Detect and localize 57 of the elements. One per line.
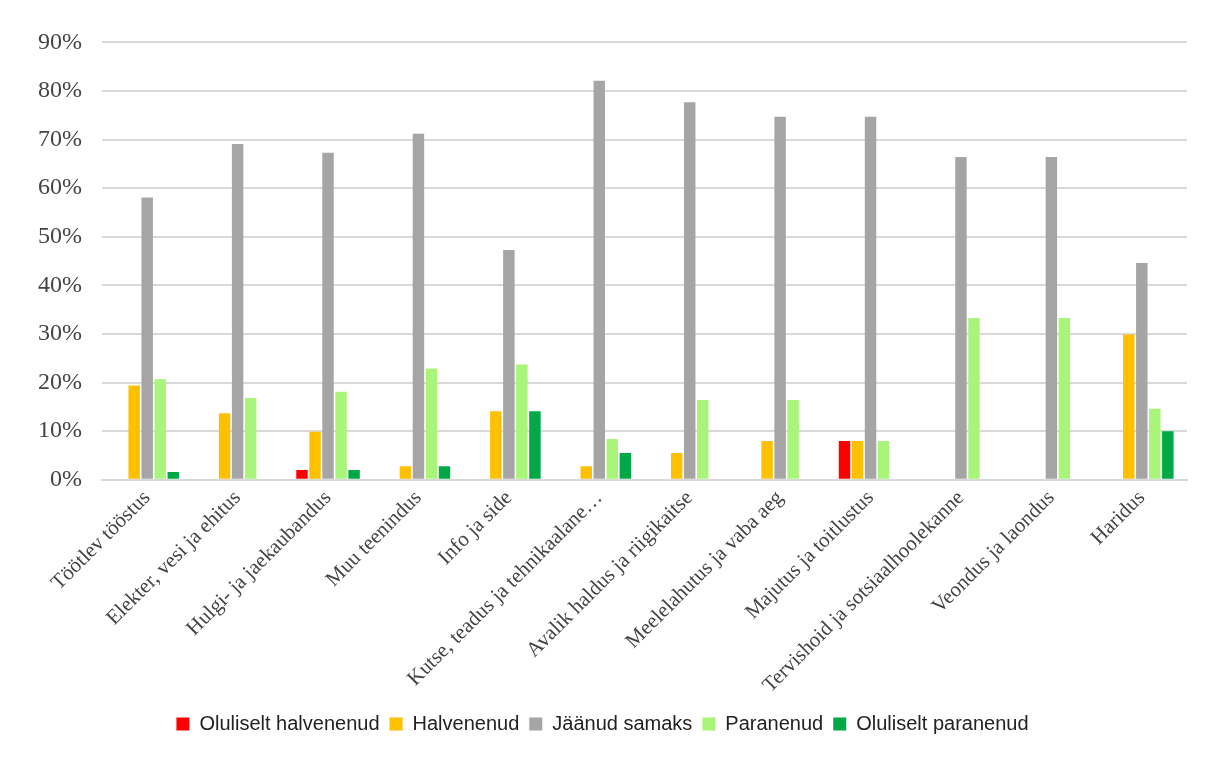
bar <box>670 453 683 479</box>
bar <box>231 143 244 479</box>
bar <box>1162 431 1174 479</box>
y-tick-label: 90% <box>37 27 82 54</box>
legend-label: Oluliselt paranenud <box>856 711 1029 734</box>
bar <box>503 249 515 479</box>
bar <box>787 400 799 479</box>
legend-label: Paranenud <box>725 711 824 734</box>
bar <box>606 438 619 479</box>
bar <box>438 466 451 479</box>
legend-label: Halvenenud <box>412 711 520 734</box>
bar <box>1045 157 1058 479</box>
y-tick-label: 30% <box>37 319 82 346</box>
y-tick-label: 80% <box>37 76 82 103</box>
bar <box>490 411 502 479</box>
y-tick-label: 10% <box>37 416 82 443</box>
bar <box>244 398 257 479</box>
bar <box>1123 334 1135 479</box>
y-tick-label: 0% <box>49 465 82 492</box>
bar <box>348 470 360 479</box>
y-tick-label: 60% <box>37 173 82 200</box>
bar <box>322 152 334 479</box>
bar <box>955 157 967 479</box>
bar <box>425 368 438 479</box>
bar <box>683 102 696 479</box>
bar <box>619 453 632 479</box>
bar <box>1149 408 1161 479</box>
bar <box>1136 263 1148 479</box>
bar <box>1058 317 1071 479</box>
bar <box>412 133 425 479</box>
bar <box>128 385 140 479</box>
bar <box>309 431 321 479</box>
y-tick-label: 70% <box>37 124 82 151</box>
bar <box>593 80 606 479</box>
bar <box>774 116 786 479</box>
y-tick-label: 50% <box>37 222 82 249</box>
bar <box>697 400 709 479</box>
bar <box>335 391 347 479</box>
bar <box>516 364 528 479</box>
bar <box>838 440 851 479</box>
bar <box>296 470 308 479</box>
bar <box>580 466 592 479</box>
bar <box>851 440 864 479</box>
bar <box>167 471 179 479</box>
bar <box>968 317 980 479</box>
legend-label: Oluliselt halvenenud <box>199 711 380 734</box>
bar <box>761 440 773 479</box>
bar <box>529 411 541 479</box>
legend-label: Jäänud samaks <box>552 711 693 734</box>
bar <box>218 413 231 479</box>
y-tick-label: 40% <box>37 270 82 297</box>
bar <box>864 116 877 479</box>
bar <box>877 440 890 479</box>
bar <box>399 466 412 479</box>
bar <box>154 379 166 479</box>
y-tick-label: 20% <box>37 367 82 394</box>
bar <box>141 197 153 479</box>
